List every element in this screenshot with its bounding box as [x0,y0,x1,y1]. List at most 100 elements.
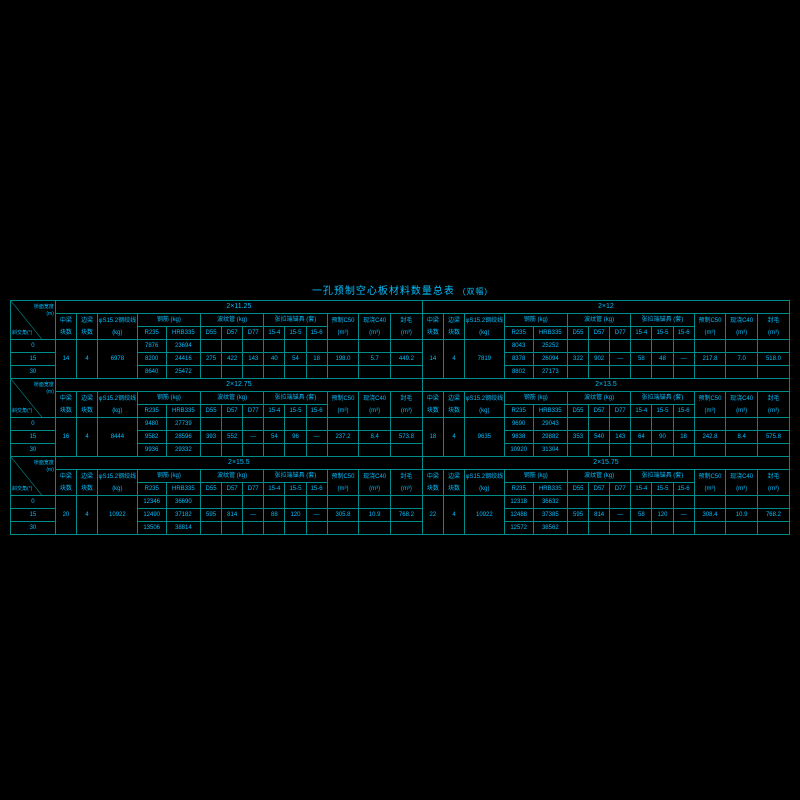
cell: 8802 [504,366,533,379]
cell [285,418,306,431]
cell: — [610,353,631,366]
cell [222,366,243,379]
cell-mid: 20 [55,496,76,535]
cell [726,522,758,535]
cell: 64 [631,431,652,444]
cell: 8640 [137,366,166,379]
cell: 198.0 [327,353,359,366]
cell [200,522,221,535]
cell [757,496,789,509]
cell-mid: 14 [422,340,443,379]
sub-col: D55 [567,483,588,496]
cell: 814 [589,509,610,522]
sub-col: 15-6 [673,327,694,340]
col-mid: 中梁块数 [422,392,443,418]
cell: 29332 [166,444,200,457]
col-precast: 预制C50(m³) [694,470,726,496]
col-anchor: 张拉端锚具 (套) [264,392,327,405]
sub-col: 15-4 [631,327,652,340]
sub-col: 15-6 [306,483,327,496]
cell [306,496,327,509]
cell [610,340,631,353]
sub-col: R235 [504,327,533,340]
cell [200,366,221,379]
cell: 768.2 [757,509,789,522]
materials-table: 桥面宽度(m)斜交角(°)2×11.252×12中梁块数边梁块数φS15.2钢绞… [10,300,790,535]
cell [567,444,588,457]
cell [694,444,726,457]
col-side: 边梁块数 [76,392,97,418]
cell: 40 [264,353,285,366]
sub-col: 15-4 [631,483,652,496]
cell [264,340,285,353]
cell [673,522,694,535]
cell [631,444,652,457]
angle-label: 15 [11,353,56,366]
cell [222,496,243,509]
sub-col: 15-6 [306,327,327,340]
angle-label: 30 [11,366,56,379]
sub-col: HRB335 [166,327,200,340]
sub-col: D77 [610,483,631,496]
col-duct: 波纹管 (kg) [567,314,630,327]
sub-col: D57 [222,327,243,340]
cell: 120 [652,509,673,522]
width-label: 2×11.25 [55,301,422,314]
width-label: 2×13.5 [422,379,789,392]
col-duct: 波纹管 (kg) [200,392,263,405]
cell: 27173 [533,366,567,379]
col-anchor: 张拉端锚具 (套) [264,314,327,327]
cell: 24416 [166,353,200,366]
sub-col: 15-4 [631,405,652,418]
cell [757,444,789,457]
cell [631,340,652,353]
cell [222,522,243,535]
sub-col: 15-5 [285,327,306,340]
cell [285,340,306,353]
col-rebar: 钢筋 (kg) [137,314,200,327]
sub-col: HRB335 [533,483,567,496]
col-cast: 现浇C40(m³) [359,392,391,418]
col-cast: 现浇C40(m³) [726,470,758,496]
cell: 8200 [137,353,166,366]
width-label: 2×15.5 [55,457,422,470]
col-anchor: 张拉端锚具 (套) [631,470,694,483]
col-cast: 现浇C40(m³) [359,314,391,340]
cell [285,444,306,457]
cell-side: 4 [76,418,97,457]
cell: 242.8 [694,431,726,444]
sub-col: 15-6 [306,405,327,418]
col-strand: φS15.2钢绞线(kg) [98,470,138,496]
cell [243,444,264,457]
cell [631,418,652,431]
cell [673,366,694,379]
cell [694,340,726,353]
sub-col: R235 [137,405,166,418]
angle-label: 15 [11,509,56,522]
sub-col: 15-5 [652,327,673,340]
cell-side: 4 [76,340,97,379]
title-text: 一孔预制空心板材料数量总表 [312,286,455,297]
cell [652,366,673,379]
cell [726,496,758,509]
col-rebar: 钢筋 (kg) [504,392,567,405]
cell [652,522,673,535]
cell: 38814 [166,522,200,535]
cell: 58 [631,509,652,522]
col-side: 边梁块数 [443,392,464,418]
cell [390,444,422,457]
cell-mid: 22 [422,496,443,535]
cell: — [673,509,694,522]
cell: 48 [652,353,673,366]
cell [589,522,610,535]
cell-strand: 10922 [98,496,138,535]
cell [200,418,221,431]
sub-col: R235 [504,483,533,496]
cell [390,340,422,353]
sub-col: D57 [222,405,243,418]
cell [673,444,694,457]
width-label: 2×12.75 [55,379,422,392]
cell: 18 [673,431,694,444]
cell [200,496,221,509]
cell-strand: 8444 [98,418,138,457]
